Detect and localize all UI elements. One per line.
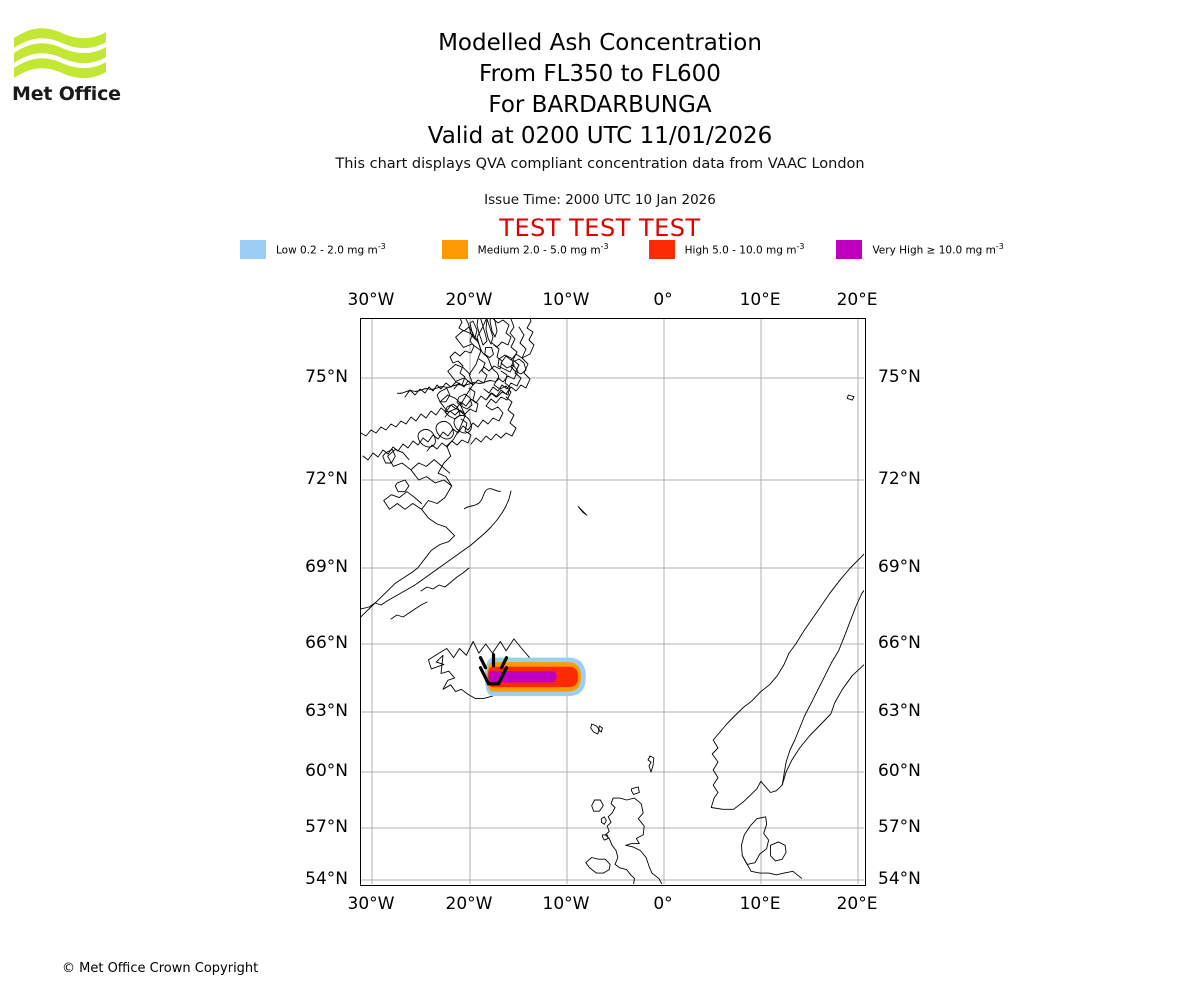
compliance-note: This chart displays QVA compliant concen… [335,156,865,172]
coast-germany_n [741,855,803,879]
coast-faroe2 [598,725,603,733]
coast-iceland [427,638,533,699]
map-canvas [361,319,864,884]
coast-grn_f3 [387,448,412,471]
coast-grn_i1 [394,479,410,493]
coast-bearisl [846,394,855,401]
lat-tick-right-75°N: 75°N [878,367,921,387]
coast-grn_f2 [410,459,453,487]
coast-grn_f6 [455,329,482,352]
legend-label-high: High 5.0 - 10.0 mg m-3 [684,242,805,257]
coast-grn_f1 [383,491,423,510]
title-line-3: For BARDARBUNGA [488,92,712,118]
legend-swatch-medium [441,240,468,259]
lat-tick-right-60°N: 60°N [878,761,921,781]
concentration-legend: Low 0.2 - 2.0 mg m-3 Medium 2.0 - 5.0 mg… [240,240,1004,259]
volcano-marker-icon [478,653,509,686]
test-banner: TEST TEST TEST [499,214,701,242]
coast-skye [600,816,607,825]
coast-grn_f5 [447,363,474,386]
coast-mull [601,834,609,841]
lat-tick-left-72°N: 72°N [305,469,348,489]
coast-grn_main [421,319,487,537]
lat-tick-right-54°N: 54°N [878,869,921,889]
lon-tick-top-10°E: 10°E [739,290,781,310]
lat-tick-left-54°N: 54°N [305,869,348,889]
lon-tick-bottom-30°W: 30°W [347,894,395,914]
met-office-waves-logo-icon [14,28,106,79]
lat-tick-left-63°N: 63°N [305,701,348,721]
lat-tick-left-66°N: 66°N [305,633,348,653]
ash-plume [484,657,586,697]
coast-norway [710,553,864,810]
lon-tick-bottom-20°W: 20°W [445,894,493,914]
lon-tick-bottom-0°: 0° [653,894,673,914]
coast-scotland [612,797,663,884]
coast-ireland_n [585,857,611,874]
lon-tick-bottom-20°E: 20°E [836,894,878,914]
legend-item-high: High 5.0 - 10.0 mg m-3 [648,240,805,259]
lon-tick-top-20°E: 20°E [836,290,878,310]
coast-orkney [631,786,640,795]
coast-shetland [647,755,655,773]
coastlines [361,319,535,620]
lat-tick-right-69°N: 69°N [878,557,921,577]
coast-denmark_e [770,841,787,862]
lat-tick-left-60°N: 60°N [305,761,348,781]
coast-sweden_se [781,664,864,786]
lat-tick-right-63°N: 63°N [878,701,921,721]
lon-tick-top-0°: 0° [653,290,673,310]
title-line-4: Valid at 0200 UTC 11/01/2026 [427,123,773,149]
met-office-logo: Met Office [12,24,122,104]
lon-tick-bottom-10°W: 10°W [542,894,590,914]
legend-swatch-very-high [836,240,863,259]
lat-tick-left-57°N: 57°N [305,817,348,837]
lon-tick-bottom-10°E: 10°E [739,894,781,914]
landmass-outlines [361,319,864,884]
coast-grn_i2 [382,448,396,464]
issue-time: Issue Time: 2000 UTC 10 Jan 2026 [484,192,716,208]
legend-swatch-low [240,240,266,259]
lat-tick-right-72°N: 72°N [878,469,921,489]
map-plot-area[interactable] [360,318,866,886]
brand-name: Met Office [12,83,121,105]
legend-label-low: Low 0.2 - 2.0 mg m-3 [276,242,386,257]
coast-lewis [591,799,604,812]
lon-tick-top-10°W: 10°W [542,290,590,310]
legend-label-medium: Medium 2.0 - 5.0 mg m-3 [477,242,609,257]
coast-janmayen [577,505,588,516]
coast-grn_i3 [436,387,451,403]
copyright-notice: © Met Office Crown Copyright [62,961,259,976]
coast-denmark [740,816,770,865]
legend-swatch-high [648,240,675,259]
coast-grn_f4 [439,394,466,416]
greenland-coastline [396,319,515,510]
legend-item-very-high: Very High ≥ 10.0 mg m-3 [836,240,1004,259]
title-line-2: From FL350 to FL600 [479,61,721,87]
lon-tick-top-20°W: 20°W [445,290,493,310]
lon-tick-top-30°W: 30°W [347,290,395,310]
legend-item-low: Low 0.2 - 2.0 mg m-3 [240,240,386,259]
lat-tick-left-69°N: 69°N [305,557,348,577]
lat-tick-right-57°N: 57°N [878,817,921,837]
page-title: Modelled Ash Concentration From FL350 to… [0,28,1200,152]
lat-tick-left-75°N: 75°N [305,367,348,387]
coast-scotland_w [604,797,635,884]
plume-contour-very-high [488,671,557,683]
legend-item-medium: Medium 2.0 - 5.0 mg m-3 [441,240,609,259]
coast-grn_s [361,535,456,618]
coast-faroe [590,723,600,735]
title-line-1: Modelled Ash Concentration [438,30,762,56]
lat-tick-right-66°N: 66°N [878,633,921,653]
coast-grn_i4 [484,346,494,359]
legend-label-very-high: Very High ≥ 10.0 mg m-3 [872,242,1004,257]
